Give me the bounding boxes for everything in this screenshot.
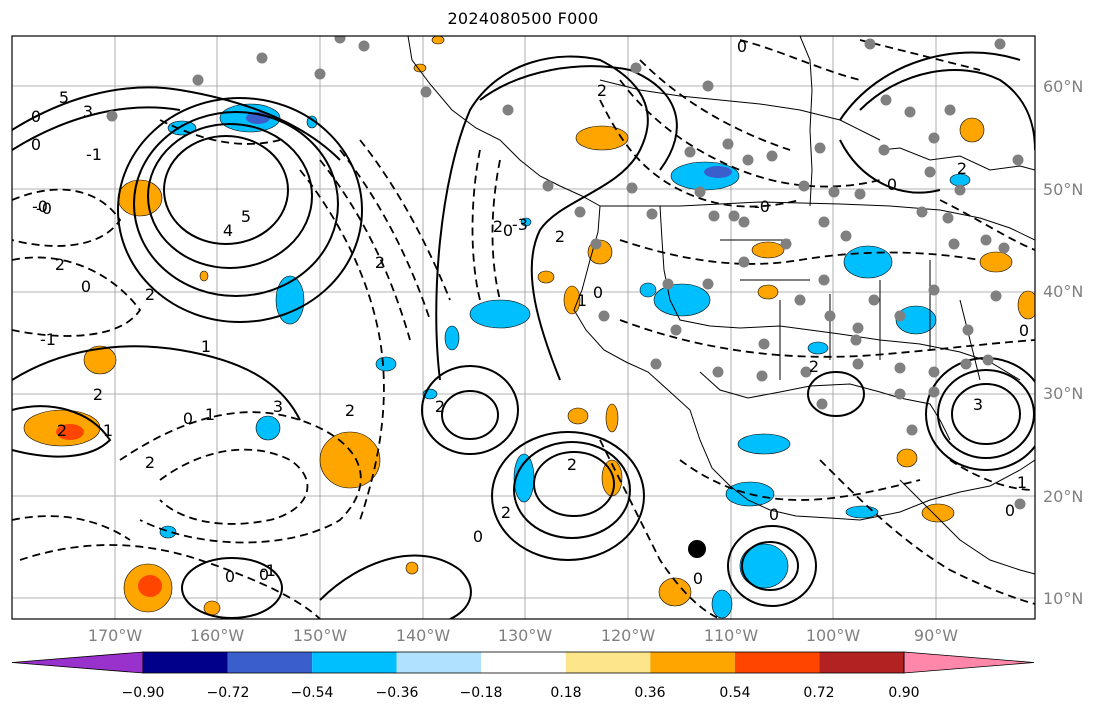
contour-label: 1 [1017,473,1027,492]
colorbar-segment [650,652,735,673]
contour-label: -0 [36,199,52,218]
contour-label: 2 [57,421,67,440]
colorbar-tick-label: −0.18 [459,685,503,701]
contour-label: 2 [809,357,819,376]
contour-label: 2 [345,401,355,420]
colorbar [11,651,1035,674]
contour-label: 2 [597,81,607,100]
contour-label: 2 [501,503,511,522]
colorbar-tick-label: −0.36 [375,685,419,701]
contour-label: 0 [593,283,603,302]
station-dots [106,36,1026,510]
lon-label: 150°W [292,626,348,645]
shaded-patches [23,36,1035,619]
lat-label: 10°N [1043,589,1084,608]
contour-label: 0 [225,567,235,586]
contour-label: -1 [260,561,276,580]
colorbar-outline [142,651,905,674]
colorbar-tick-label: −0.90 [121,685,165,701]
colorbar-segment [819,652,904,673]
lon-label: 130°W [497,626,553,645]
contour-label: 2 [957,159,967,178]
lon-label: 120°W [600,626,656,645]
lon-label: 140°W [395,626,451,645]
contour-label: 3 [973,395,983,414]
contour-label: 2 [375,253,385,272]
contour-label: 2 [567,455,577,474]
contour-label: -0 [32,197,48,216]
colorbar-tick-label: 0.72 [803,685,835,701]
colorbar-tick-label: −0.72 [206,685,250,701]
colorbar-arrow-right [903,651,1035,674]
lon-label: 170°W [87,626,143,645]
contour-label: 0 [31,135,41,154]
contour-label: 3 [273,397,283,416]
colorbar-segment [227,652,313,673]
colorbar-tick-label: 0.18 [550,685,582,701]
contour-label: 0 [769,505,779,524]
lon-label: 90°W [913,626,959,645]
contour-label: 1 [577,291,587,310]
contour-label: 3 [83,102,93,121]
contour-label: 2 [555,227,565,246]
contour-label: 2 [435,397,445,416]
colorbar-arrow-left [11,651,144,674]
colorbar-tick-label: 0.90 [888,685,920,701]
contour-label: 2 [145,285,155,304]
contour-label: 1 [103,421,113,440]
colorbar-tick-label: 0.54 [719,685,751,701]
colorbar-segment [143,652,228,673]
contour-label: 0 [473,527,483,546]
colorbar-segment [481,652,566,673]
contour-label: 0 [259,565,269,584]
colorbar-segment [565,652,651,673]
map-title: 2024080500 F000 [447,9,599,28]
contours-solid [12,51,1035,619]
black-marker [688,540,706,558]
map-frame [11,35,1036,620]
contour-label: -0 [754,197,770,216]
contour-label: -1 [86,145,102,164]
lat-label: 30°N [1043,384,1084,403]
contour-label: 4 [223,221,233,240]
lon-label: 160°W [189,626,245,645]
contour-label: 0 [693,569,703,588]
contour-label: 0 [1019,321,1029,340]
contour-label: 0 [1005,501,1015,520]
contour-label: 0 [887,175,897,194]
contour-label: 2 [145,453,155,472]
lon-label: 110°W [703,626,759,645]
contour-label: 0 [81,277,91,296]
contour-label: 0 [31,107,41,126]
contour-label: 2 [55,255,65,274]
contour-label: 2 [493,217,503,236]
contours-dashed [12,39,1035,619]
colorbar-tick-label: 0.36 [634,685,666,701]
contour-label: 0 [183,409,193,428]
contour-label: 0 [737,37,747,56]
lat-label: 20°N [1043,487,1084,506]
contour-label: 5 [59,88,69,107]
contour-label: 5 [241,207,251,226]
contour-label: -1 [40,330,56,349]
colorbar-segment [312,652,397,673]
colorbar-segment [396,652,482,673]
lat-label: 40°N [1043,282,1084,301]
colorbar-tick-label: −0.54 [290,685,334,701]
coastlines [407,36,1035,575]
gridlines [12,36,1035,619]
colorbar-segment [734,652,820,673]
contour-label: 2 [93,385,103,404]
contour-label: 1 [201,337,211,356]
lat-label: 50°N [1043,180,1084,199]
contour-label: 1 [205,405,215,424]
contour-label: -3 [512,215,528,234]
lon-label: 100°W [805,626,861,645]
contour-label: 0 [503,221,513,240]
lat-label: 60°N [1043,77,1084,96]
